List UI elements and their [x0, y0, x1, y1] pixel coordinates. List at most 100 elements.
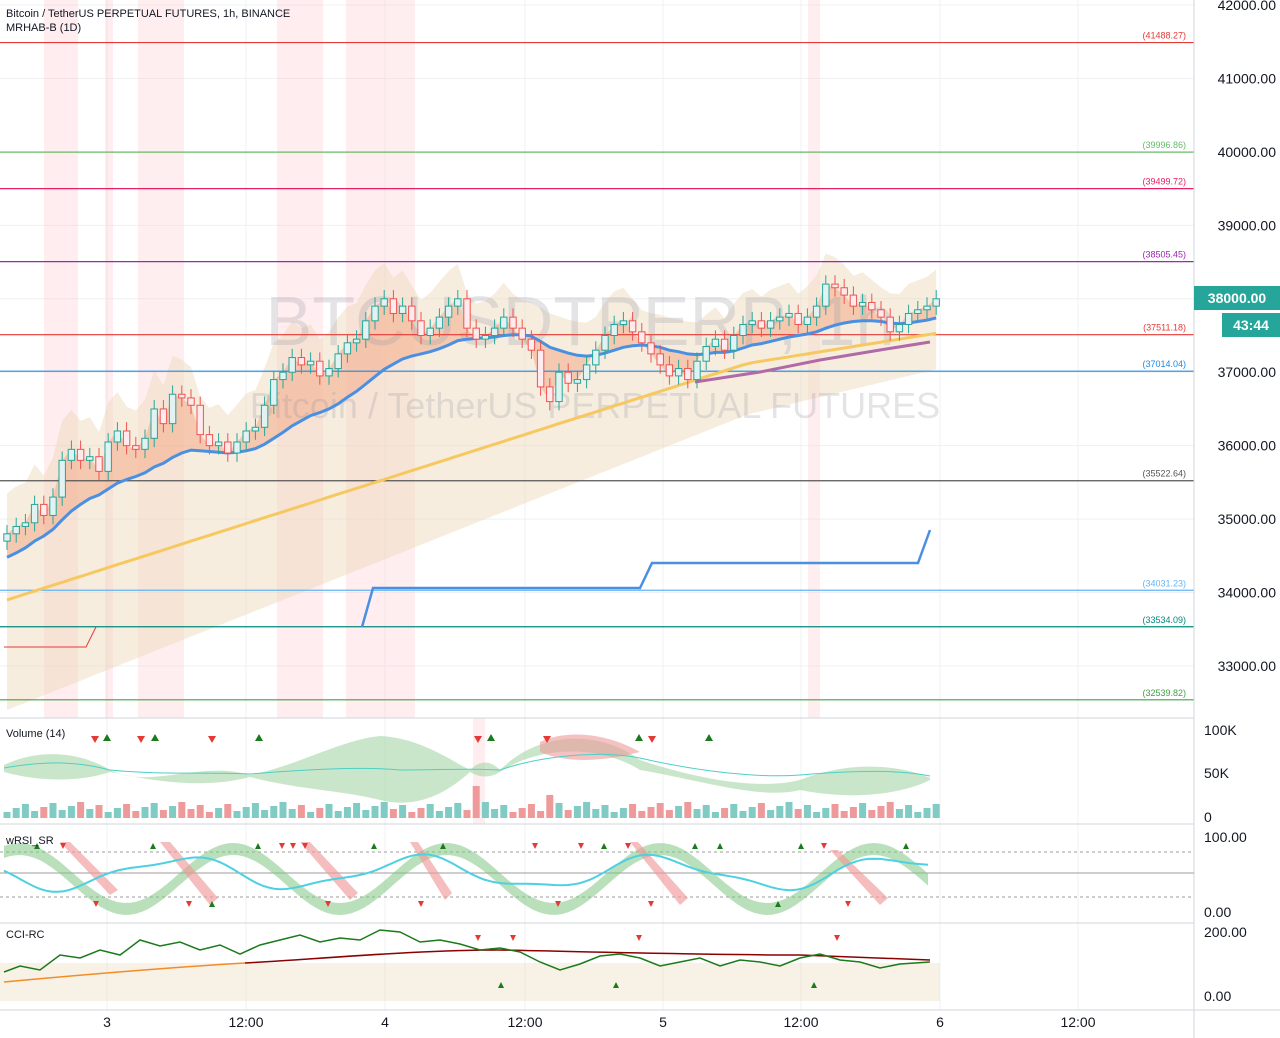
cci-label[interactable]: CCI-RC — [6, 929, 45, 941]
volume-bar — [464, 810, 471, 818]
candle-body — [795, 313, 801, 324]
candle-body — [712, 339, 718, 346]
volume-bar — [160, 810, 167, 818]
volume-bar — [123, 804, 130, 818]
volume-bar — [832, 804, 839, 818]
candle-body — [694, 361, 700, 379]
time-tick-label: 12:00 — [1060, 1014, 1095, 1030]
candle-body — [123, 431, 129, 446]
candle-body — [859, 302, 865, 306]
volume-bar — [602, 805, 609, 818]
candle-body — [436, 317, 442, 328]
candle-body — [409, 306, 415, 321]
indicator-label[interactable]: MRHAB-B (1D) — [6, 22, 81, 34]
volume-bar — [188, 809, 195, 818]
volume-bar — [197, 805, 204, 818]
volume-bar — [77, 802, 84, 818]
sell-arrow-icon — [208, 736, 216, 743]
volume-bar — [86, 809, 93, 818]
volume-bar — [657, 803, 664, 818]
bar-countdown: 43:44 — [1233, 317, 1269, 333]
candle-body — [445, 306, 451, 317]
candle-body — [390, 299, 396, 314]
rsi-label[interactable]: wRSI_SR — [5, 835, 54, 847]
candle-body — [261, 405, 267, 427]
volume-bar — [721, 808, 728, 818]
candle-body — [326, 369, 332, 376]
volume-label[interactable]: Volume (14) — [6, 728, 65, 740]
volume-bar — [344, 807, 351, 818]
candle-body — [832, 284, 838, 288]
volume-bar — [924, 808, 931, 818]
time-tick-label: 6 — [936, 1014, 944, 1030]
volume-bar — [215, 808, 222, 818]
cci-pane[interactable] — [0, 930, 940, 1001]
candle-body — [427, 328, 433, 335]
candle-body — [519, 328, 525, 339]
volume-bar — [50, 803, 57, 818]
candle-body — [749, 321, 755, 325]
candle-body — [473, 328, 479, 339]
candle-body — [648, 343, 654, 354]
candle-body — [142, 438, 148, 449]
candle-body — [114, 431, 120, 442]
candle-body — [924, 306, 930, 310]
volume-bar — [666, 810, 673, 818]
candle-body — [197, 405, 203, 434]
candle-body — [234, 442, 240, 453]
volume-bar — [289, 809, 296, 818]
candle-body — [464, 299, 470, 328]
volume-bar — [786, 802, 793, 818]
volume-tick-zero: 0 — [1204, 809, 1212, 825]
sell-arrow-icon — [91, 736, 99, 743]
rsi-pane[interactable] — [0, 842, 1194, 915]
candle-body — [574, 380, 580, 384]
candle-body — [869, 302, 875, 309]
volume-bar — [694, 809, 701, 818]
candle-body — [758, 321, 764, 328]
volume-bar — [335, 811, 342, 818]
volume-bar — [381, 802, 388, 818]
candle-body — [188, 398, 194, 405]
price-tick-label: 39000.00 — [1218, 217, 1277, 233]
volume-bar — [510, 812, 517, 818]
level-label: (34031.23) — [1142, 578, 1186, 588]
buy-arrow-icon — [635, 734, 643, 741]
time-tick-label: 12:00 — [228, 1014, 263, 1030]
candle-body — [620, 321, 626, 325]
volume-bar — [31, 811, 38, 818]
candle-body — [547, 387, 553, 402]
volume-bar — [914, 812, 921, 818]
candle-body — [629, 321, 635, 332]
volume-pane[interactable] — [4, 734, 940, 818]
candle-body — [133, 446, 139, 450]
level-label: (37014.04) — [1142, 359, 1186, 369]
level-label: (33534.09) — [1142, 615, 1186, 625]
volume-bar — [804, 805, 811, 818]
volume-bar — [178, 802, 185, 818]
volume-bar — [132, 811, 139, 818]
volume-bar — [142, 807, 149, 818]
candle-body — [786, 313, 792, 317]
candle-body — [105, 442, 111, 471]
volume-bar — [740, 811, 747, 818]
volume-bar — [270, 806, 277, 818]
volume-bar — [362, 810, 369, 818]
candle-body — [96, 457, 102, 472]
candle-body — [685, 369, 691, 380]
candle-body — [151, 409, 157, 438]
candle-body — [777, 317, 783, 321]
volume-bar — [68, 806, 75, 818]
volume-bar — [749, 807, 756, 818]
volume-bar — [822, 808, 829, 818]
volume-bar — [454, 803, 461, 818]
candle-body — [344, 343, 350, 354]
volume-bar — [399, 805, 406, 818]
volume-bar — [261, 810, 268, 818]
candle-body — [4, 534, 10, 541]
volume-bar — [519, 808, 526, 818]
volume-bar — [169, 806, 176, 818]
time-axis[interactable]: 312:00412:00512:00612:00 — [103, 1014, 1096, 1030]
